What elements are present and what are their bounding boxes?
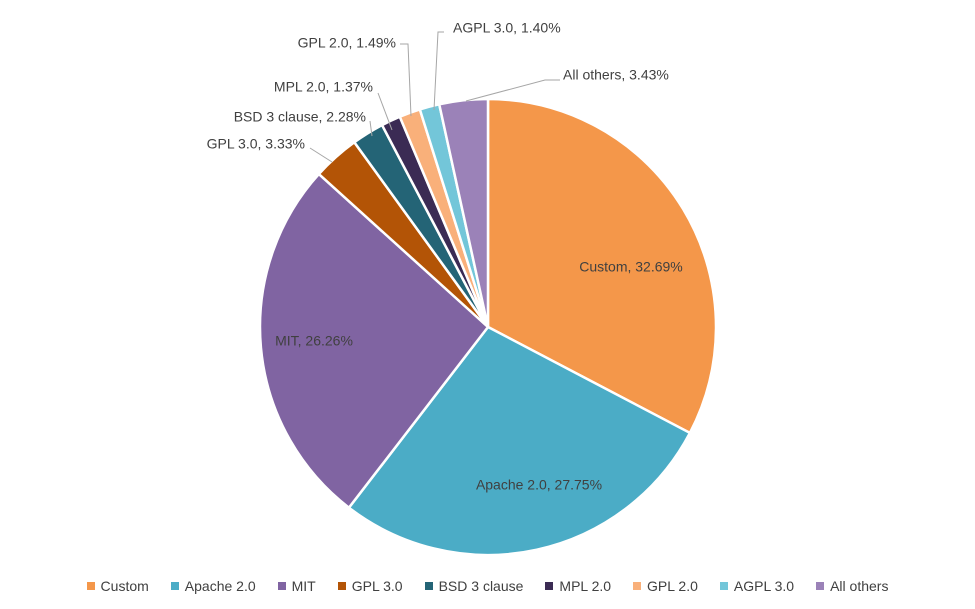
legend-swatch [545, 582, 554, 590]
data-label-gpl-2-0: GPL 2.0, 1.49% [298, 35, 396, 51]
legend-item-gpl-3-0: GPL 3.0 [337, 578, 403, 594]
leader-line-gpl-3-0 [309, 147, 333, 163]
data-label-mpl-2-0: MPL 2.0, 1.37% [274, 79, 373, 95]
legend-label: Apache 2.0 [184, 578, 256, 594]
legend-label: GPL 2.0 [647, 578, 698, 594]
legend-item-agpl-3-0: AGPL 3.0 [719, 578, 795, 594]
legend-item-custom: Custom [86, 578, 149, 594]
legend-label: GPL 3.0 [351, 578, 403, 594]
leader-line-mpl-2-0 [377, 92, 393, 131]
leader-line-gpl-2-0 [400, 43, 412, 117]
leader-line-agpl-3-0 [433, 31, 444, 111]
legend-label: MIT [291, 578, 316, 594]
data-label-bsd-3-clause: BSD 3 clause, 2.28% [234, 109, 366, 125]
legend-swatch [816, 582, 825, 590]
data-label-mit: MIT, 26.26% [275, 333, 353, 349]
pie-chart: Custom, 32.69% Apache 2.0, 27.75% MIT, 26.… [207, 20, 718, 557]
legend-swatch [277, 582, 286, 590]
pie-slice-mit [258, 172, 490, 510]
leader-line-bsd-3-clause [369, 120, 373, 137]
data-label-custom: Custom, 32.69% [579, 259, 683, 275]
legend-item-bsd-3-clause: BSD 3 clause [424, 578, 524, 594]
legend-swatch [719, 582, 728, 590]
data-label-apache-2-0: Apache 2.0, 27.75% [476, 477, 602, 493]
pie-slice-apache-2-0 [347, 325, 692, 557]
legend-swatch [86, 582, 95, 590]
legend-label: All others [830, 578, 889, 594]
leader-line-all-others [465, 79, 560, 102]
chart-legend: Custom Apache 2.0 MIT GPL 3.0 BSD 3 clause MP… [0, 575, 975, 597]
legend-item-gpl-2-0: GPL 2.0 [633, 578, 698, 594]
legend-swatch [633, 582, 642, 590]
data-label-agpl-3-0: AGPL 3.0, 1.40% [453, 20, 561, 36]
pie-slice-custom [486, 97, 718, 435]
legend-label: AGPL 3.0 [733, 578, 795, 594]
legend-item-mit: MIT [277, 578, 316, 594]
legend-item-apache-2-0: Apache 2.0 [170, 578, 256, 594]
legend-label: MPL 2.0 [559, 578, 612, 594]
legend-swatch [337, 582, 346, 590]
legend-item-all-others: All others [816, 578, 888, 594]
legend-swatch [170, 582, 179, 590]
legend-item-mpl-2-0: MPL 2.0 [545, 578, 611, 594]
pie-slice-all-others [437, 97, 490, 328]
data-label-all-others: All others, 3.43% [563, 67, 669, 83]
legend-label: BSD 3 clause [438, 578, 524, 594]
data-label-gpl-3-0: GPL 3.0, 3.33% [207, 136, 305, 152]
legend-swatch [424, 582, 433, 590]
legend-label: Custom [100, 578, 149, 594]
